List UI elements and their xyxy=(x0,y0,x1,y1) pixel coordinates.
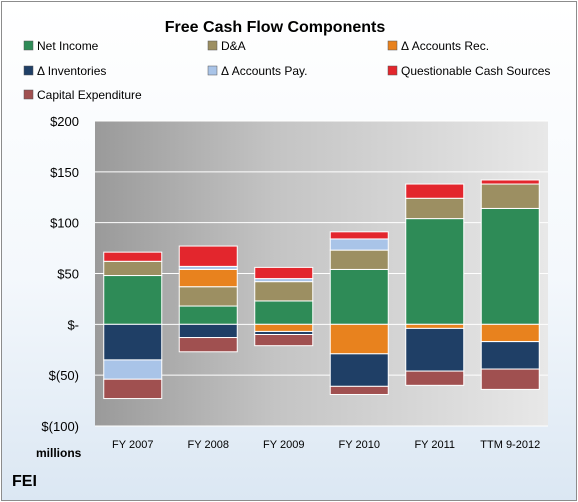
y-tick-label: $200 xyxy=(50,114,79,129)
legend-questionable-cash-sources-swatch xyxy=(387,65,398,76)
y-tick-label: $100 xyxy=(50,216,79,231)
bar-segment-d-a xyxy=(103,260,163,277)
legend-accounts-rec-label: Δ Accounts Rec. xyxy=(401,39,489,53)
bar-segment-inventories xyxy=(178,323,238,339)
x-tick-label: FY 2007 xyxy=(112,439,153,451)
bar-segment-d-a xyxy=(178,286,238,307)
y-axis-ticks: $200 $150 $100 $50 $- $(50) $(100) xyxy=(41,114,79,434)
bar-segment-capital-expenditure xyxy=(329,385,389,395)
bars xyxy=(103,179,540,400)
bar-segment-questionable-cash-sources xyxy=(178,245,238,267)
bar-segment-capital-expenditure xyxy=(480,368,540,390)
bar-segment-net-income xyxy=(254,300,314,325)
bar-segment-accounts-pay xyxy=(329,238,389,251)
bar-segment-d-a xyxy=(405,197,465,220)
legend-accounts-pay-label: Δ Accounts Pay. xyxy=(221,64,308,78)
bar-segment-net-income xyxy=(103,275,163,325)
gridlines xyxy=(95,120,548,427)
bar-segment-accounts-rec xyxy=(329,323,389,355)
bar-segment-inventories xyxy=(329,353,389,387)
bar-segment-accounts-rec xyxy=(254,323,314,332)
bar-segment-inventories xyxy=(480,341,540,370)
bar-segment-net-income xyxy=(329,268,389,325)
bar-segment-inventories xyxy=(103,323,163,361)
chart-title: Free Cash Flow Components xyxy=(165,19,386,36)
bar-segment-accounts-rec xyxy=(178,268,238,288)
bar-segment-accounts-rec xyxy=(405,323,465,329)
bar-segment-questionable-cash-sources xyxy=(103,251,163,262)
bar-segment-accounts-rec xyxy=(480,323,540,343)
x-tick-label: FY 2009 xyxy=(263,439,304,451)
legend: Net Income D&A Δ Accounts Rec. Δ Inventorie… xyxy=(23,39,550,102)
bar-segment-capital-expenditure xyxy=(405,370,465,386)
bar-segment-questionable-cash-sources xyxy=(329,231,389,240)
legend-questionable-cash-sources-label: Questionable Cash Sources xyxy=(401,64,550,78)
bar-segment-questionable-cash-sources xyxy=(480,179,540,185)
bar-segment-net-income xyxy=(178,305,238,325)
legend-d-a-swatch xyxy=(207,40,218,51)
legend-d-a-label: D&A xyxy=(221,39,246,53)
bar-segment-accounts-pay xyxy=(103,359,163,380)
legend-accounts-rec-swatch xyxy=(387,40,398,51)
bar-segment-d-a xyxy=(480,183,540,209)
bar-segment-net-income xyxy=(405,218,465,325)
company-label: FEI xyxy=(12,473,37,490)
y-tick-label: $- xyxy=(67,317,79,332)
bar-segment-net-income xyxy=(480,207,540,325)
y-tick-label: $150 xyxy=(50,165,79,180)
bar-segment-d-a xyxy=(254,281,314,302)
legend-inventories-label: Δ Inventories xyxy=(37,64,106,78)
legend-inventories-swatch xyxy=(23,65,34,76)
bar-segment-questionable-cash-sources xyxy=(254,266,314,280)
legend-capital-expenditure-label: Capital Expenditure xyxy=(37,88,142,102)
x-tick-label: TTM 9-2012 xyxy=(480,439,540,451)
bar-segment-capital-expenditure xyxy=(178,337,238,353)
x-axis-ticks: FY 2007 FY 2008 FY 2009 FY 2010 FY 2011 TTM 9… xyxy=(112,439,540,451)
x-tick-label: FY 2010 xyxy=(339,439,380,451)
bar-segment-capital-expenditure xyxy=(103,378,163,400)
x-tick-label: FY 2008 xyxy=(188,439,229,451)
legend-capital-expenditure-swatch xyxy=(23,89,34,100)
bar-segment-inventories xyxy=(405,327,465,372)
unit-label: millions xyxy=(36,446,82,460)
bar-segment-d-a xyxy=(329,249,389,270)
y-tick-label: $(50) xyxy=(49,368,79,383)
y-tick-label: $(100) xyxy=(41,419,79,434)
legend-net-income-swatch xyxy=(23,40,34,51)
bar-segment-questionable-cash-sources xyxy=(405,183,465,199)
x-tick-label: FY 2011 xyxy=(414,439,455,451)
legend-net-income-label: Net Income xyxy=(37,39,99,53)
legend-accounts-pay-swatch xyxy=(207,65,218,76)
bar-segment-capital-expenditure xyxy=(254,334,314,347)
y-tick-label: $50 xyxy=(57,267,79,282)
